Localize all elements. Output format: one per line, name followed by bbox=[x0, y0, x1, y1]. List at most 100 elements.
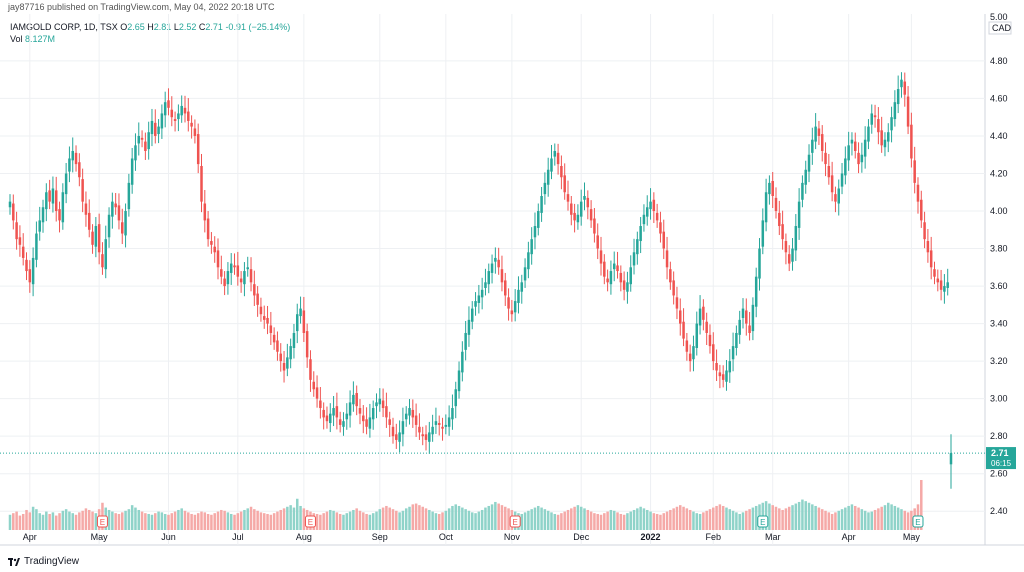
candle-body bbox=[573, 212, 576, 221]
candle-body bbox=[504, 280, 507, 296]
earnings-marker-letter: E bbox=[915, 518, 920, 527]
candle-body bbox=[758, 248, 761, 279]
volume-bar bbox=[745, 510, 748, 530]
symbol-name[interactable]: IAMGOLD CORP, 1D, TSX bbox=[10, 22, 118, 32]
candle-body bbox=[220, 269, 223, 277]
volume-bar bbox=[563, 511, 566, 530]
volume-bar bbox=[883, 505, 887, 530]
candle-body bbox=[612, 263, 616, 270]
volume-bar bbox=[523, 512, 527, 530]
candle-body bbox=[180, 105, 183, 116]
candle-body bbox=[121, 222, 124, 234]
candle-body bbox=[804, 169, 807, 185]
volume-bar bbox=[540, 507, 543, 530]
candle-body bbox=[414, 415, 418, 425]
candle-body bbox=[695, 323, 699, 348]
volume-bar bbox=[292, 507, 296, 530]
candle-body bbox=[368, 417, 372, 429]
volume-bar bbox=[447, 508, 451, 530]
candle-body bbox=[444, 424, 448, 427]
candle-body bbox=[527, 252, 530, 270]
volume-bar bbox=[619, 513, 623, 530]
candle-body bbox=[787, 254, 791, 264]
candle-body bbox=[685, 340, 689, 352]
volume-bar bbox=[269, 514, 273, 530]
volume-bar bbox=[679, 505, 682, 530]
volume-bar bbox=[748, 509, 751, 530]
tradingview-footer[interactable]: TradingView bbox=[8, 556, 79, 567]
volume-bar bbox=[121, 512, 124, 530]
candle-body bbox=[385, 406, 388, 418]
price-tick-label: 4.40 bbox=[990, 131, 1008, 141]
volume-bar bbox=[94, 513, 98, 530]
candle-body bbox=[25, 259, 28, 272]
time-tick-label: Apr bbox=[23, 532, 37, 542]
candle-body bbox=[134, 145, 137, 161]
candle-body bbox=[609, 271, 613, 285]
candle-body bbox=[708, 334, 712, 347]
candle-body bbox=[282, 363, 286, 371]
volume-bar bbox=[807, 502, 811, 530]
volume-bar bbox=[150, 514, 154, 530]
candle-body bbox=[157, 126, 160, 135]
close-label: C bbox=[198, 22, 206, 32]
volume-bar bbox=[573, 506, 576, 530]
candle-body bbox=[830, 175, 834, 193]
candle-body bbox=[137, 135, 141, 144]
volume-bar bbox=[78, 512, 81, 530]
candle-body bbox=[358, 408, 362, 414]
candle-body bbox=[173, 119, 177, 121]
last-price-box bbox=[986, 447, 1016, 470]
volume-bar bbox=[338, 513, 342, 530]
candle-body bbox=[177, 113, 180, 120]
candle-body bbox=[745, 310, 748, 324]
volume-bar bbox=[520, 513, 524, 530]
low-label: L bbox=[173, 22, 179, 32]
volume-bar bbox=[173, 511, 177, 530]
candle-body bbox=[629, 267, 632, 285]
time-tick-label: Jul bbox=[232, 532, 244, 542]
volume-bar bbox=[731, 510, 735, 530]
candle-body bbox=[523, 267, 527, 281]
volume-bar bbox=[348, 511, 352, 530]
volume-bar bbox=[870, 511, 874, 530]
candle-body bbox=[262, 316, 266, 320]
candle-body bbox=[474, 301, 477, 307]
candle-body bbox=[639, 226, 642, 242]
candle-body bbox=[325, 415, 329, 422]
volume-bar bbox=[887, 502, 890, 530]
candle-body bbox=[391, 426, 395, 437]
time-axis: Apr May Jun Jul Aug Sep Oct Nov Dec 2022 Feb Mar Apr… bbox=[23, 532, 921, 542]
candle-body bbox=[873, 115, 877, 118]
candle-body bbox=[249, 269, 253, 283]
volume-bar bbox=[381, 507, 385, 530]
candle-body bbox=[642, 214, 646, 225]
candle-body bbox=[381, 400, 385, 409]
earnings-marker-letter: E bbox=[760, 518, 765, 527]
candle-body bbox=[735, 332, 738, 348]
volume-bar bbox=[127, 509, 131, 530]
volume-bar bbox=[398, 512, 401, 530]
volume-bar bbox=[48, 513, 51, 530]
candle-body bbox=[863, 139, 867, 157]
change-value: -0.91 (−25.14%) bbox=[225, 22, 291, 32]
high-label: H bbox=[147, 22, 154, 32]
candle-body bbox=[447, 417, 451, 427]
volume-bar bbox=[712, 507, 715, 530]
candle-body bbox=[295, 314, 299, 332]
candle-body bbox=[754, 276, 758, 307]
candle-body bbox=[844, 158, 847, 176]
volume-bar bbox=[71, 513, 74, 530]
candle-body bbox=[926, 241, 930, 253]
candle-body bbox=[923, 222, 926, 240]
volume-bar bbox=[718, 504, 722, 530]
volume-bar bbox=[550, 512, 553, 530]
volume-bar bbox=[863, 510, 867, 530]
candle-body bbox=[896, 89, 900, 105]
volume-bar bbox=[636, 508, 639, 530]
time-tick-label: Oct bbox=[439, 532, 454, 542]
volume-bar bbox=[216, 511, 220, 530]
candle-body bbox=[877, 119, 880, 133]
candle-body bbox=[520, 282, 524, 292]
